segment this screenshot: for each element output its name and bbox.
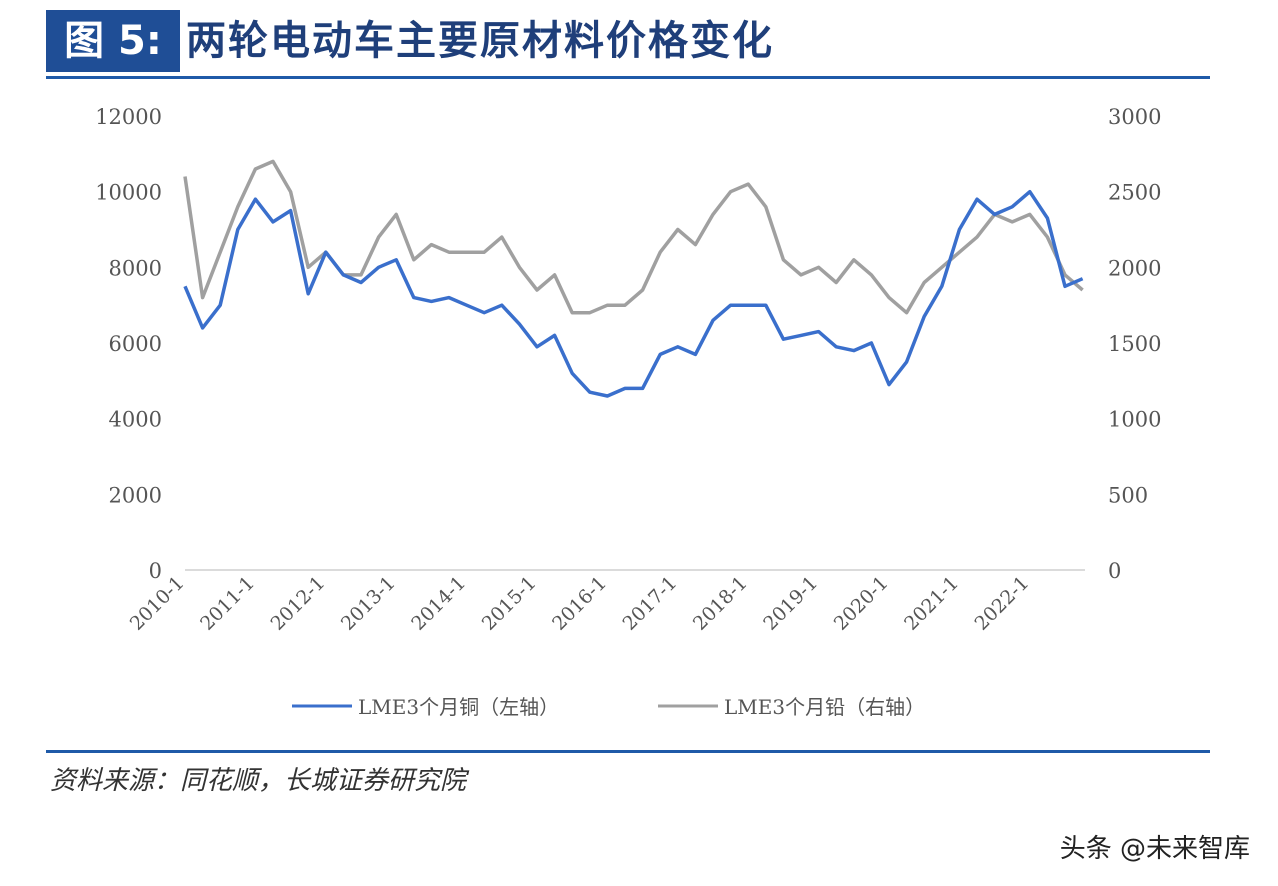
legend-label-lead: LME3个月铅（右轴） [724, 695, 925, 719]
left-axis-tick: 6000 [109, 332, 162, 356]
left-axis-tick: 4000 [109, 408, 162, 432]
watermark: 头条 @未来智库 [1059, 834, 1250, 864]
legend-label-copper: LME3个月铜（左轴） [358, 695, 559, 719]
x-axis-tick: 2013-1 [337, 572, 400, 635]
series-line-lead [183, 159, 1084, 315]
right-axis-tick: 500 [1108, 483, 1148, 507]
x-axis-tick: 2019-1 [759, 572, 822, 635]
x-axis-tick: 2020-1 [830, 572, 893, 635]
x-axis-tick: 2022-1 [970, 572, 1033, 635]
left-axis-tick: 8000 [109, 256, 162, 280]
right-axis-tick: 3000 [1108, 105, 1161, 129]
page-title: 两轮电动车主要原材料价格变化 [186, 18, 774, 64]
series-line-copper [183, 189, 1084, 398]
right-axis-tick: 2000 [1108, 256, 1161, 280]
figure-label: 图 5: [46, 10, 180, 72]
source-note: 资料来源：同花顺，长城证券研究院 [50, 766, 467, 796]
x-axis-tick: 2018-1 [689, 572, 752, 635]
right-axis-tick: 1000 [1108, 408, 1161, 432]
x-axis-tick: 2021-1 [900, 572, 963, 635]
title-divider [46, 76, 1210, 79]
right-axis-tick: 1500 [1108, 332, 1161, 356]
right-axis-tick: 2500 [1108, 181, 1161, 205]
x-axis-tick: 2014-1 [407, 572, 470, 635]
x-axis-tick: 2017-1 [618, 572, 681, 635]
x-axis-tick: 2016-1 [548, 572, 611, 635]
right-axis-tick: 0 [1108, 559, 1121, 583]
left-axis-tick: 12000 [95, 105, 162, 129]
left-axis-tick: 2000 [109, 483, 162, 507]
x-axis-tick: 2011-1 [196, 572, 259, 635]
footer-divider [46, 750, 1210, 753]
x-axis-tick: 2015-1 [478, 572, 541, 635]
x-axis-tick: 2012-1 [266, 572, 329, 635]
left-axis-tick: 0 [149, 559, 162, 583]
left-axis-tick: 10000 [95, 181, 162, 205]
